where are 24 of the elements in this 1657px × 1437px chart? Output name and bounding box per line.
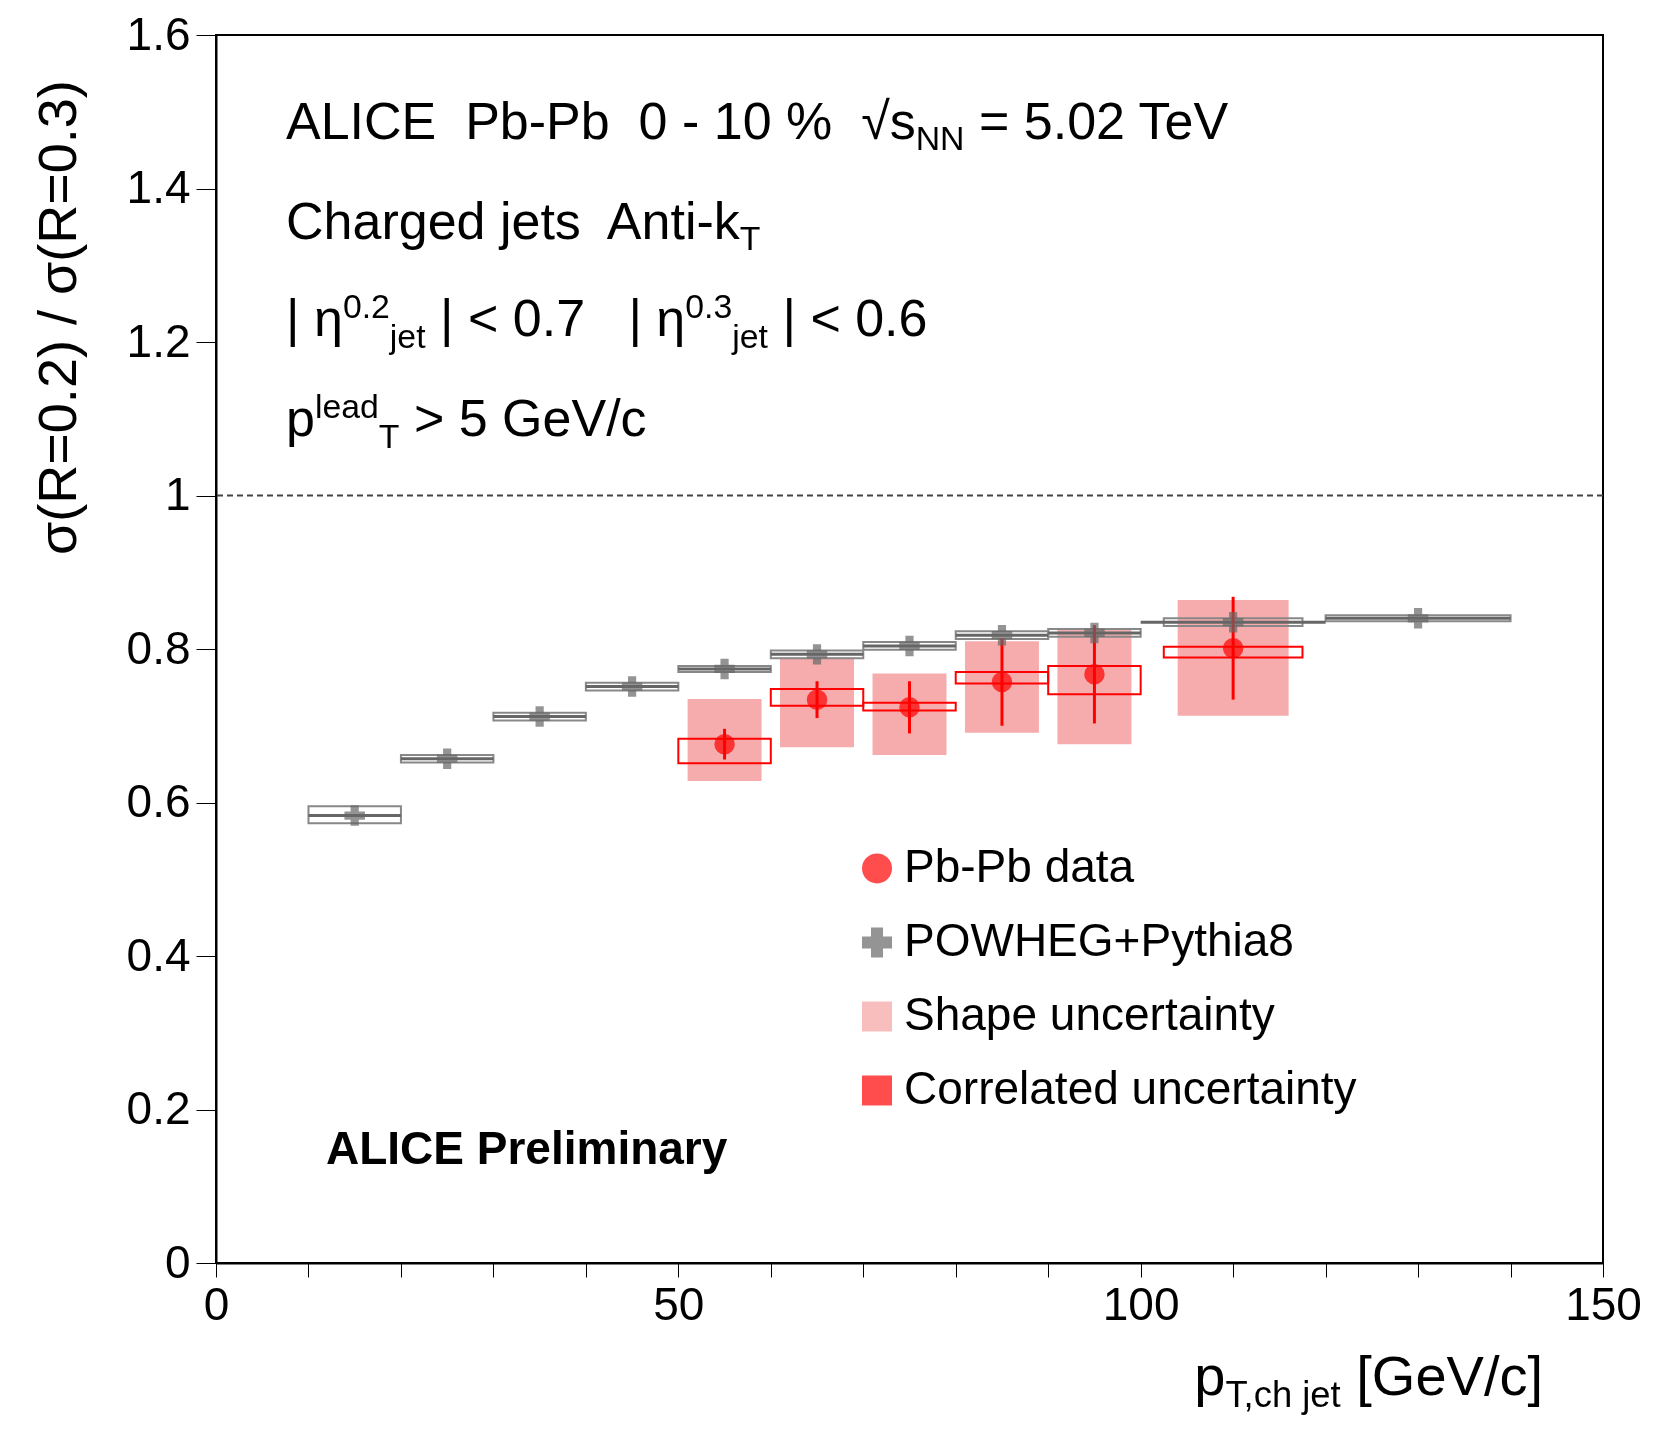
y-axis-title: σ(R=0.2) / σ(R=0.3) (27, 80, 87, 555)
legend-label: Shape uncertainty (904, 988, 1275, 1041)
legend-label: Correlated uncertainty (904, 1062, 1357, 1115)
annotation: ALICE Preliminary (326, 1122, 728, 1174)
legend-label: POWHEG+Pythia8 (904, 914, 1294, 967)
y-tick-label: 1.6 (126, 7, 191, 60)
y-tick-label: 0.2 (126, 1082, 191, 1134)
legend-label: Pb-Pb data (904, 840, 1135, 893)
y-tick-label: 1.4 (126, 161, 191, 213)
annotation: | η$^{0.2}$$_{jet}$ | < 0.7 | η$^{0.3}$$_{jet}$ | < 0.6 (286, 287, 928, 355)
x-tick-label: 0 (203, 1277, 230, 1330)
annotation: ALICE Pb-Pb 0 - 10 % √s$_{NN}$ = 5.02 TeV (286, 92, 1229, 158)
x-tick-label: 50 (653, 1277, 705, 1330)
annotation: Charged jets Anti-k$_{T}$ (286, 192, 761, 258)
x-tick-label: 100 (1102, 1277, 1180, 1330)
y-tick-label: 0.6 (126, 775, 191, 827)
annotation: p$^{lead}$$_{T}$ > 5 GeV/c (286, 387, 647, 455)
y-tick-label: 0.8 (126, 621, 191, 674)
y-tick-label: 0 (164, 1235, 191, 1288)
y-tick-label: 1.2 (126, 314, 191, 367)
y-tick-label: 0.4 (126, 928, 191, 981)
x-axis-title: p$_{T,ch jet}$ [GeV/c] (1194, 1344, 1543, 1416)
y-tick-label: 1 (164, 468, 191, 520)
x-tick-label: 150 (1565, 1277, 1642, 1330)
